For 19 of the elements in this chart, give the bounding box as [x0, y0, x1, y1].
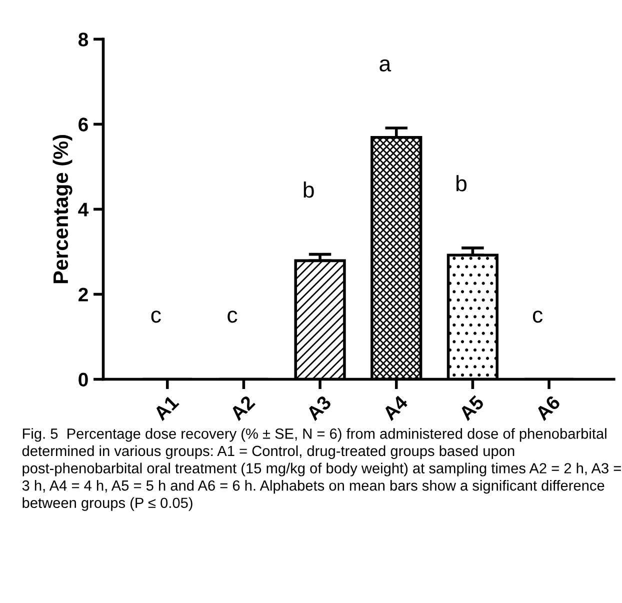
y-tick-label: 0	[78, 372, 88, 387]
annotation: c	[532, 310, 543, 323]
annotation: c	[151, 310, 161, 323]
x-tick-label: A5	[458, 394, 485, 422]
x-tick-label: A2	[229, 394, 256, 422]
y-tick-label: 4	[78, 202, 89, 216]
annotation: b	[304, 181, 314, 198]
x-tick-label: A1	[153, 394, 180, 422]
x-tick-label: A4	[382, 394, 409, 422]
x-tick-label: A3	[306, 394, 332, 422]
caption: Fig. 5 Percentage dose recovery (% ± SE, N = 6) from administered dose of phenobarbital determined in various groups: A1 = Control, drug-treated groups based upon post-phenobarbital oral treatment (15 mg/kg of body weight) at sampling times A2 = 2 h, A3 = 3 h, A4 = 4 h, A5 = 5 h and A6 = 6 h. Alphabets on mean bars show a significant difference between groups (P ≤ 0.05)	[22, 428, 621, 511]
annotation: b	[456, 175, 466, 192]
annotation: a	[380, 59, 392, 72]
y-tick-label: 2	[78, 288, 88, 302]
y-tick-label: 6	[78, 118, 88, 132]
y-tick-label: 8	[78, 32, 88, 46]
annotation: c	[228, 310, 238, 323]
x-tick-label: A6	[534, 394, 562, 422]
y-axis-title: Percentage (%)	[52, 135, 72, 284]
